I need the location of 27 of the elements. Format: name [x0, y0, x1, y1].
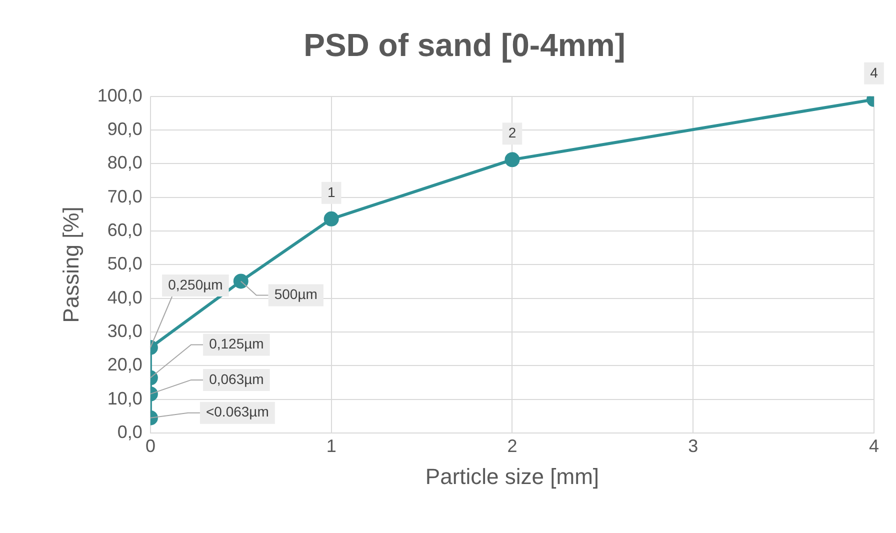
- x-axis-title: Particle size [mm]: [425, 464, 600, 489]
- y-tick-label: 80,0: [107, 152, 142, 173]
- annotation: 2: [508, 124, 516, 141]
- y-tick-label: 70,0: [107, 186, 142, 206]
- annotation: 4: [870, 64, 878, 80]
- y-tick-label: 40,0: [107, 287, 142, 308]
- x-tick-label: 2: [507, 436, 518, 456]
- x-tick-label: 1: [326, 436, 336, 456]
- annotation: 0,125µm: [209, 336, 264, 352]
- annotation: 0,063µm: [209, 370, 264, 387]
- y-tick-label: 0,0: [117, 422, 142, 442]
- y-tick-label: 20,0: [107, 354, 142, 375]
- annotation: 0,250µm: [168, 276, 223, 292]
- y-tick-label: 10,0: [107, 388, 142, 408]
- x-tick-label: 0: [145, 436, 156, 456]
- chart-title: PSD of sand [0-4mm]: [304, 27, 626, 64]
- annotation: 1: [327, 184, 336, 200]
- y-tick-label: 100,0: [97, 85, 142, 106]
- annotation: <0.063µm: [206, 404, 269, 420]
- y-tick-label: 30,0: [107, 320, 142, 341]
- x-tick-label: 3: [688, 436, 698, 456]
- x-tick-label: 4: [868, 436, 880, 456]
- annotation: 500µm: [274, 286, 318, 302]
- y-tick-label: 90,0: [107, 119, 142, 140]
- y-tick-label: 60,0: [107, 220, 142, 240]
- y-tick-label: 50,0: [107, 254, 142, 274]
- y-axis-title: Passing [%]: [58, 206, 84, 323]
